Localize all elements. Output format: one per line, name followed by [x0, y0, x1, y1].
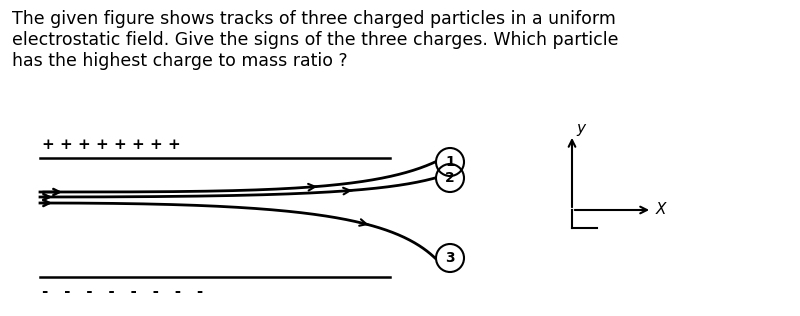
Text: 1: 1	[445, 155, 455, 169]
Text: -   -   -   -   -   -   -   -: - - - - - - - -	[42, 285, 203, 299]
Text: 3: 3	[445, 251, 455, 265]
Text: The given figure shows tracks of three charged particles in a uniform
electrosta: The given figure shows tracks of three c…	[12, 10, 618, 70]
Text: 2: 2	[445, 171, 455, 185]
Text: y: y	[576, 120, 585, 136]
Text: X: X	[656, 203, 666, 217]
Text: + + + + + + + +: + + + + + + + +	[42, 138, 181, 152]
